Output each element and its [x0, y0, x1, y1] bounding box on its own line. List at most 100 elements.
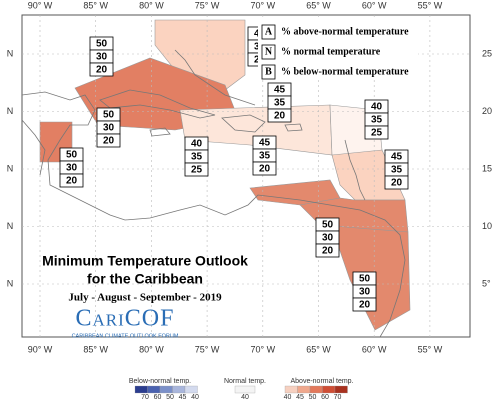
- lat-label: N: [7, 278, 14, 288]
- prob-value: 30: [322, 233, 334, 244]
- map-title: Minimum Temperature Outlook: [42, 253, 248, 269]
- lon-label: 60° W: [362, 344, 387, 354]
- logo-tagline: CARIBBEAN CLIMATE OUTLOOK FORUM: [72, 333, 179, 339]
- key-text: % normal temperature: [281, 46, 381, 57]
- prob-cell: [252, 161, 277, 176]
- colorbar-tick: 40: [191, 394, 199, 400]
- colorbar-swatch: [184, 385, 198, 394]
- lon-label: 80° W: [139, 344, 164, 354]
- lon-label: 85° W: [83, 344, 108, 354]
- prob-value: 50: [359, 274, 371, 285]
- lat-label: N: [7, 106, 14, 116]
- prob-value: 30: [66, 163, 78, 174]
- colorbar-tick: 50: [166, 394, 174, 400]
- lat-label: 5°: [482, 278, 491, 288]
- prob-cell: [184, 162, 209, 177]
- prob-value: 20: [274, 111, 286, 122]
- prob-value: 35: [191, 152, 203, 163]
- colorbar-swatch: [284, 385, 298, 394]
- colorbar-tick: 40: [241, 394, 249, 400]
- lon-label: 90° W: [28, 0, 53, 10]
- lon-label: 90° W: [28, 344, 53, 354]
- colorbar-swatch: [297, 385, 311, 394]
- colorbar-tick: 45: [296, 394, 304, 400]
- key-letter: A: [265, 26, 273, 37]
- colorbar-tick: 45: [179, 394, 187, 400]
- colorbar-tick: 40: [284, 394, 292, 400]
- prob-value: 20: [259, 164, 271, 175]
- key-cell: [261, 44, 276, 60]
- logo: CariCOF: [76, 306, 175, 332]
- prob-value: 20: [96, 65, 108, 76]
- lon-label: 75° W: [195, 344, 220, 354]
- lon-label: 85° W: [83, 0, 108, 10]
- prob-cell: [96, 133, 121, 148]
- lon-label: 70° W: [250, 344, 275, 354]
- prob-value: 25: [191, 165, 203, 176]
- colorbar-swatch: [322, 385, 336, 394]
- lon-label: 75° W: [195, 0, 220, 10]
- prob-value: 40: [371, 102, 383, 113]
- prob-cell: [364, 125, 389, 140]
- lat-label: N: [7, 221, 14, 231]
- prob-cell: [267, 108, 292, 123]
- prob-value: 30: [359, 287, 371, 298]
- coastlines: [21, 49, 406, 338]
- lat-label: N: [7, 163, 14, 173]
- prob-value: 25: [371, 128, 383, 139]
- season: July - August - September - 2019: [68, 292, 222, 304]
- lon-label: 65° W: [306, 344, 331, 354]
- prob-value: 35: [259, 151, 271, 162]
- prob-value: 50: [96, 39, 108, 50]
- prob-value: 20: [391, 178, 403, 189]
- prob-value: 35: [274, 98, 286, 109]
- prob-value: 45: [259, 138, 271, 149]
- prob-value: 20: [359, 300, 371, 311]
- lat-label: N: [7, 48, 14, 58]
- prob-cell: [384, 175, 409, 190]
- prob-value: 50: [322, 220, 334, 231]
- colorbar-swatch: [147, 385, 161, 394]
- lat-label: 20: [482, 106, 492, 116]
- colorbar-swatch: [234, 385, 256, 394]
- lon-label: 60° W: [362, 0, 387, 10]
- prob-cell: [352, 297, 377, 312]
- key-letter: B: [265, 66, 272, 77]
- prob-value: 30: [103, 123, 115, 134]
- lat-label: 15: [482, 163, 492, 173]
- colorbar-tick: 60: [321, 394, 329, 400]
- prob-cell: [89, 62, 114, 77]
- lon-label: 80° W: [139, 0, 164, 10]
- prob-value: 50: [103, 110, 115, 121]
- prob-value: 30: [96, 52, 108, 63]
- outlook-region: [179, 104, 333, 156]
- prob-value: 35: [391, 165, 403, 176]
- colorbar-tick: 70: [141, 394, 149, 400]
- prob-value: 20: [103, 136, 115, 147]
- key-letter: N: [265, 46, 273, 57]
- lon-label: 70° W: [250, 0, 275, 10]
- prob-value: 20: [322, 246, 334, 257]
- prob-cell: [59, 173, 84, 188]
- prob-cell: [315, 243, 340, 258]
- lat-label: 25: [482, 48, 492, 58]
- key-text: % above-normal temperature: [281, 26, 409, 37]
- lat-label: 10: [482, 221, 492, 231]
- map-subtitle: for the Caribbean: [87, 271, 203, 287]
- lon-label: 55° W: [418, 0, 443, 10]
- key-bg: [258, 20, 418, 80]
- key-cell: [261, 64, 276, 80]
- prob-value: 45: [391, 152, 403, 163]
- key-cell: [261, 24, 276, 40]
- colorbar-tick: 70: [334, 394, 342, 400]
- colorbar-label: Above-normal temp.: [290, 378, 353, 385]
- colorbar-swatch: [309, 385, 323, 394]
- colorbar-swatch: [134, 385, 148, 394]
- lon-label: 65° W: [306, 0, 331, 10]
- colorbar-tick: 60: [154, 394, 162, 400]
- prob-value: 40: [191, 139, 203, 150]
- prob-value: 20: [66, 176, 78, 187]
- prob-value: 45: [274, 85, 286, 96]
- lon-label: 55° W: [418, 344, 443, 354]
